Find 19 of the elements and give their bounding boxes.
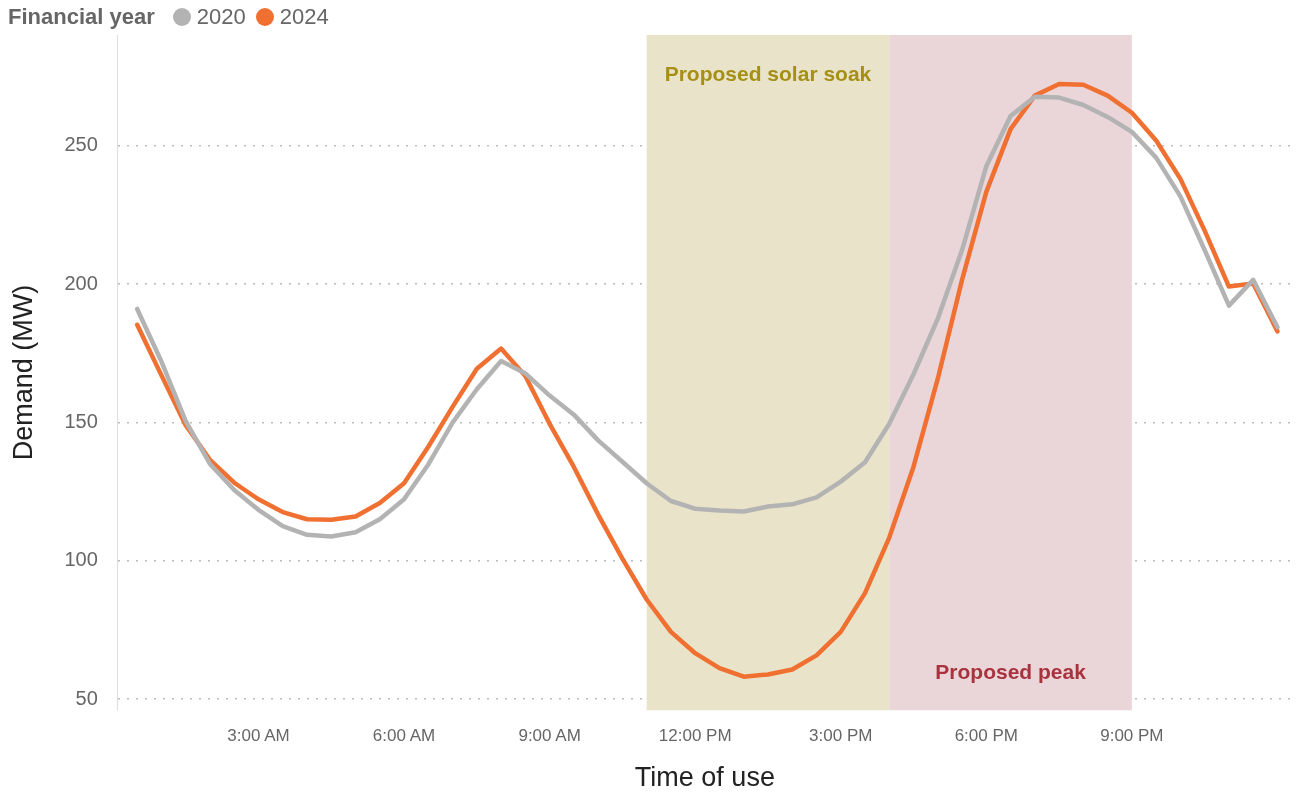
y-axis-title: Demand (MW): [7, 284, 38, 461]
y-tick-label: 250: [64, 133, 98, 156]
y-tick-label: 200: [64, 271, 98, 294]
x-tick-label: 6:00 PM: [954, 726, 1018, 746]
x-tick-label: 12:00 PM: [658, 726, 732, 746]
legend-label: 2020: [196, 4, 246, 30]
band-label: Proposed peak: [935, 660, 1087, 684]
x-tick-label: 6:00 AM: [372, 726, 436, 746]
y-tick-label: 150: [64, 409, 98, 432]
y-tick-label: 50: [75, 686, 98, 709]
x-tick-label: 9:00 AM: [518, 726, 581, 746]
band-label: Proposed solar soak: [664, 62, 872, 86]
x-tick-label: 9:00 PM: [1100, 726, 1164, 746]
x-tick-label: 3:00 AM: [227, 726, 290, 746]
x-axis-title: Time of use: [634, 762, 775, 793]
y-tick-label: 100: [64, 548, 98, 571]
legend-title: Financial year: [8, 4, 155, 30]
x-tick-label: 3:00 PM: [809, 726, 873, 746]
legend-label: 2024: [279, 4, 329, 30]
